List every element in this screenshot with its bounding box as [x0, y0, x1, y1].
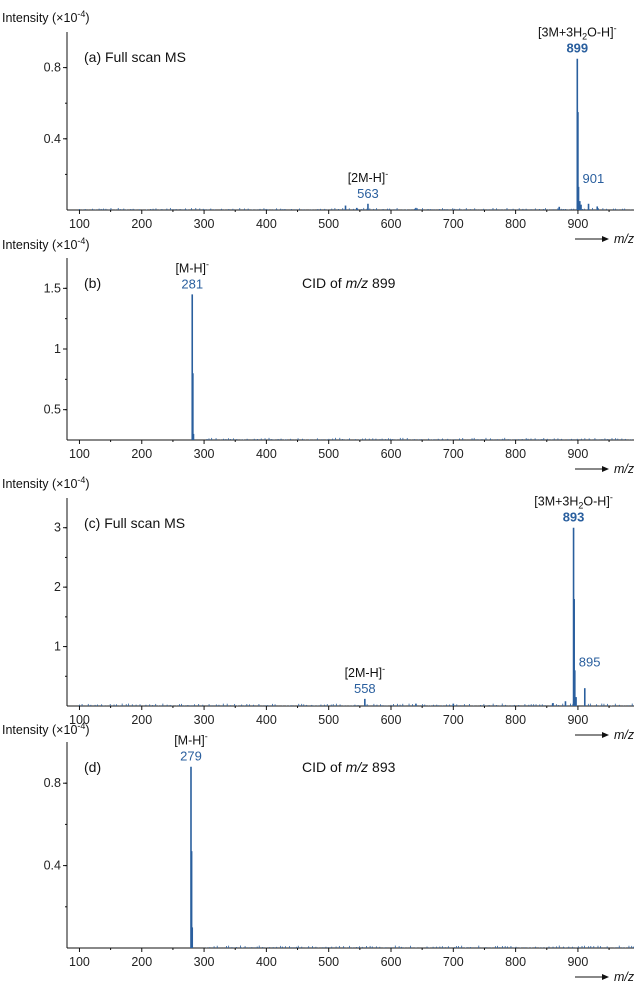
x-tick-label: 400 [256, 217, 277, 231]
y-tick-label: 0.5 [44, 403, 61, 417]
x-axis-arrowhead [602, 732, 609, 738]
x-tick-label: 200 [131, 713, 152, 727]
peak-mz-label: 281 [181, 276, 203, 291]
ion-label: [M-H]- [175, 259, 209, 275]
x-tick-label: 400 [256, 447, 277, 461]
x-tick-label: 600 [381, 955, 402, 969]
y-tick-label: 2 [54, 580, 61, 594]
x-tick-label: 500 [318, 217, 339, 231]
x-tick-label: 900 [567, 447, 588, 461]
y-tick-label: 0.4 [44, 859, 61, 873]
x-tick-label: 700 [443, 217, 464, 231]
spectrum-panel-d: Intensity (×10-4) 0.4 0.8 100 200 300 400 500 60… [2, 721, 634, 984]
cid-annotation: CID of m/z 893 [302, 759, 396, 775]
x-axis-label: m/z [614, 970, 634, 984]
x-tick-label: 200 [131, 955, 152, 969]
spectrum-panel-c: Intensity (×10-4) 1 2 3 100 200 300 400 500 600 70… [2, 475, 634, 742]
x-axis-arrowhead [602, 466, 609, 472]
y-tick-label: 3 [54, 521, 61, 535]
ion-label: [2M-H]- [348, 169, 389, 185]
x-axis-label: m/z [614, 232, 634, 246]
peak-mz-label: 279 [180, 749, 202, 764]
x-tick-label: 900 [567, 955, 588, 969]
peak-mz-label: 558 [354, 681, 376, 696]
cid-annotation: CID of m/z 899 [302, 275, 396, 291]
panel-title: (b) [84, 275, 101, 291]
y-tick-label: 0.8 [44, 776, 61, 790]
x-tick-label: 500 [318, 713, 339, 727]
x-tick-label: 800 [505, 713, 526, 727]
y-tick-label: 1 [54, 640, 61, 654]
peak-mz-label: 563 [357, 186, 379, 201]
y-axis-label: Intensity (×10-4) [2, 236, 90, 252]
x-tick-label: 700 [443, 713, 464, 727]
ion-label: [3M+3H2O-H]- [538, 24, 617, 42]
x-axis-label: m/z [614, 462, 634, 476]
panel-title: (c) Full scan MS [84, 515, 185, 531]
x-axis-label: m/z [614, 728, 634, 742]
spectrum-panel-b: Intensity (×10-4) 0.5 1 1.5 100 200 300 400 500 6… [2, 236, 634, 476]
y-tick-label: 1.5 [44, 281, 61, 295]
x-tick-label: 600 [381, 713, 402, 727]
peak-mz-label: 893 [563, 510, 585, 525]
x-tick-label: 200 [131, 447, 152, 461]
x-tick-label: 600 [381, 447, 402, 461]
x-tick-label: 700 [443, 955, 464, 969]
x-tick-label: 800 [505, 955, 526, 969]
x-tick-label: 800 [505, 447, 526, 461]
x-tick-label: 300 [194, 447, 215, 461]
panel-title: (d) [84, 759, 101, 775]
x-tick-label: 900 [567, 217, 588, 231]
y-tick-label: 0.8 [44, 61, 61, 75]
x-tick-label: 900 [567, 713, 588, 727]
x-tick-label: 200 [131, 217, 152, 231]
y-axis-label: Intensity (×10-4) [2, 9, 90, 25]
x-tick-label: 300 [194, 955, 215, 969]
x-tick-label: 300 [194, 217, 215, 231]
x-axis-arrowhead [602, 974, 609, 980]
x-tick-label: 300 [194, 713, 215, 727]
ion-label: [3M+3H2O-H]- [534, 493, 613, 511]
ion-label: [M-H]- [174, 732, 208, 748]
x-tick-label: 100 [69, 447, 90, 461]
peak-mz-label: 901 [583, 171, 605, 186]
peak-mz-label: 899 [566, 41, 588, 56]
x-tick-label: 700 [443, 447, 464, 461]
y-tick-label: 0.4 [44, 132, 61, 146]
y-tick-label: 1 [54, 342, 61, 356]
x-tick-label: 100 [69, 713, 90, 727]
peak-mz-label: 895 [579, 654, 601, 669]
x-tick-label: 800 [505, 217, 526, 231]
x-tick-label: 100 [69, 217, 90, 231]
ion-label: [2M-H]- [345, 664, 386, 680]
x-tick-label: 500 [318, 447, 339, 461]
x-tick-label: 100 [69, 955, 90, 969]
panel-title: (a) Full scan MS [84, 49, 186, 65]
x-axis-arrowhead [602, 236, 609, 242]
x-tick-label: 400 [256, 713, 277, 727]
y-axis-label: Intensity (×10-4) [2, 721, 90, 737]
y-axis-label: Intensity (×10-4) [2, 475, 90, 491]
x-tick-label: 400 [256, 955, 277, 969]
x-tick-label: 600 [381, 217, 402, 231]
x-tick-label: 500 [318, 955, 339, 969]
spectrum-panel-a: Intensity (×10-4) 0.4 0.8 100 200 300 400 500 60… [2, 9, 634, 246]
